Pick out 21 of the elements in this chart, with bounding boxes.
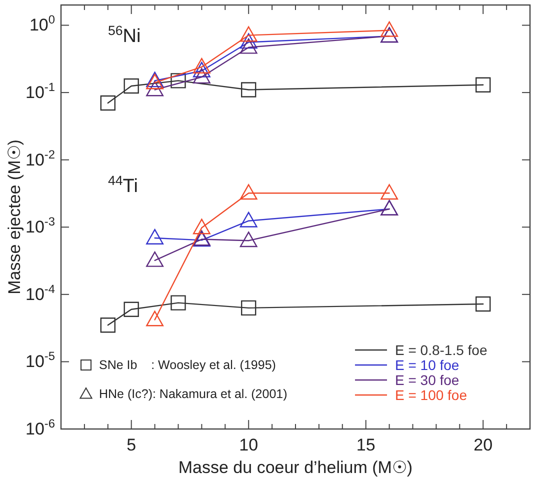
y-tick-label: 10$^{-5}$ [26, 349, 56, 372]
y-axis-title: Masse ejectee (M☉) [5, 140, 24, 294]
y-tick-label: 10$^{-2}$ [26, 147, 56, 170]
legend-label: E = 10 foe [395, 357, 460, 373]
x-tick-label: 10 [239, 436, 258, 455]
x-axis-title: Masse du coeur d’helium (M☉) [178, 458, 413, 477]
annotation: SNe Ib : Woosley et al. (1995) [99, 358, 276, 372]
y-tick-label: 10$^{0}$ [29, 12, 56, 35]
x-tick-label: 5 [126, 436, 136, 455]
x-tick-label: 15 [356, 436, 376, 455]
annotation: $^{44}$Ti [108, 172, 138, 197]
annotation: $^{56}$Ni [108, 22, 141, 47]
legend-label: E = 0.8-1.5 foe [395, 342, 488, 358]
legend-label: E = 30 foe [395, 372, 460, 388]
y-tick-label: 10$^{-1}$ [26, 80, 56, 102]
annotation: HNe (Ic?): Nakamura et al. (2001) [99, 387, 288, 401]
y-tick-label: 10$^{-6}$ [26, 416, 56, 438]
y-tick-label: 10$^{-4}$ [26, 282, 56, 304]
legend-label: E = 100 foe [395, 387, 468, 403]
y-tick-label: 10$^{-3}$ [26, 214, 56, 237]
x-tick-label: 20 [474, 436, 493, 455]
